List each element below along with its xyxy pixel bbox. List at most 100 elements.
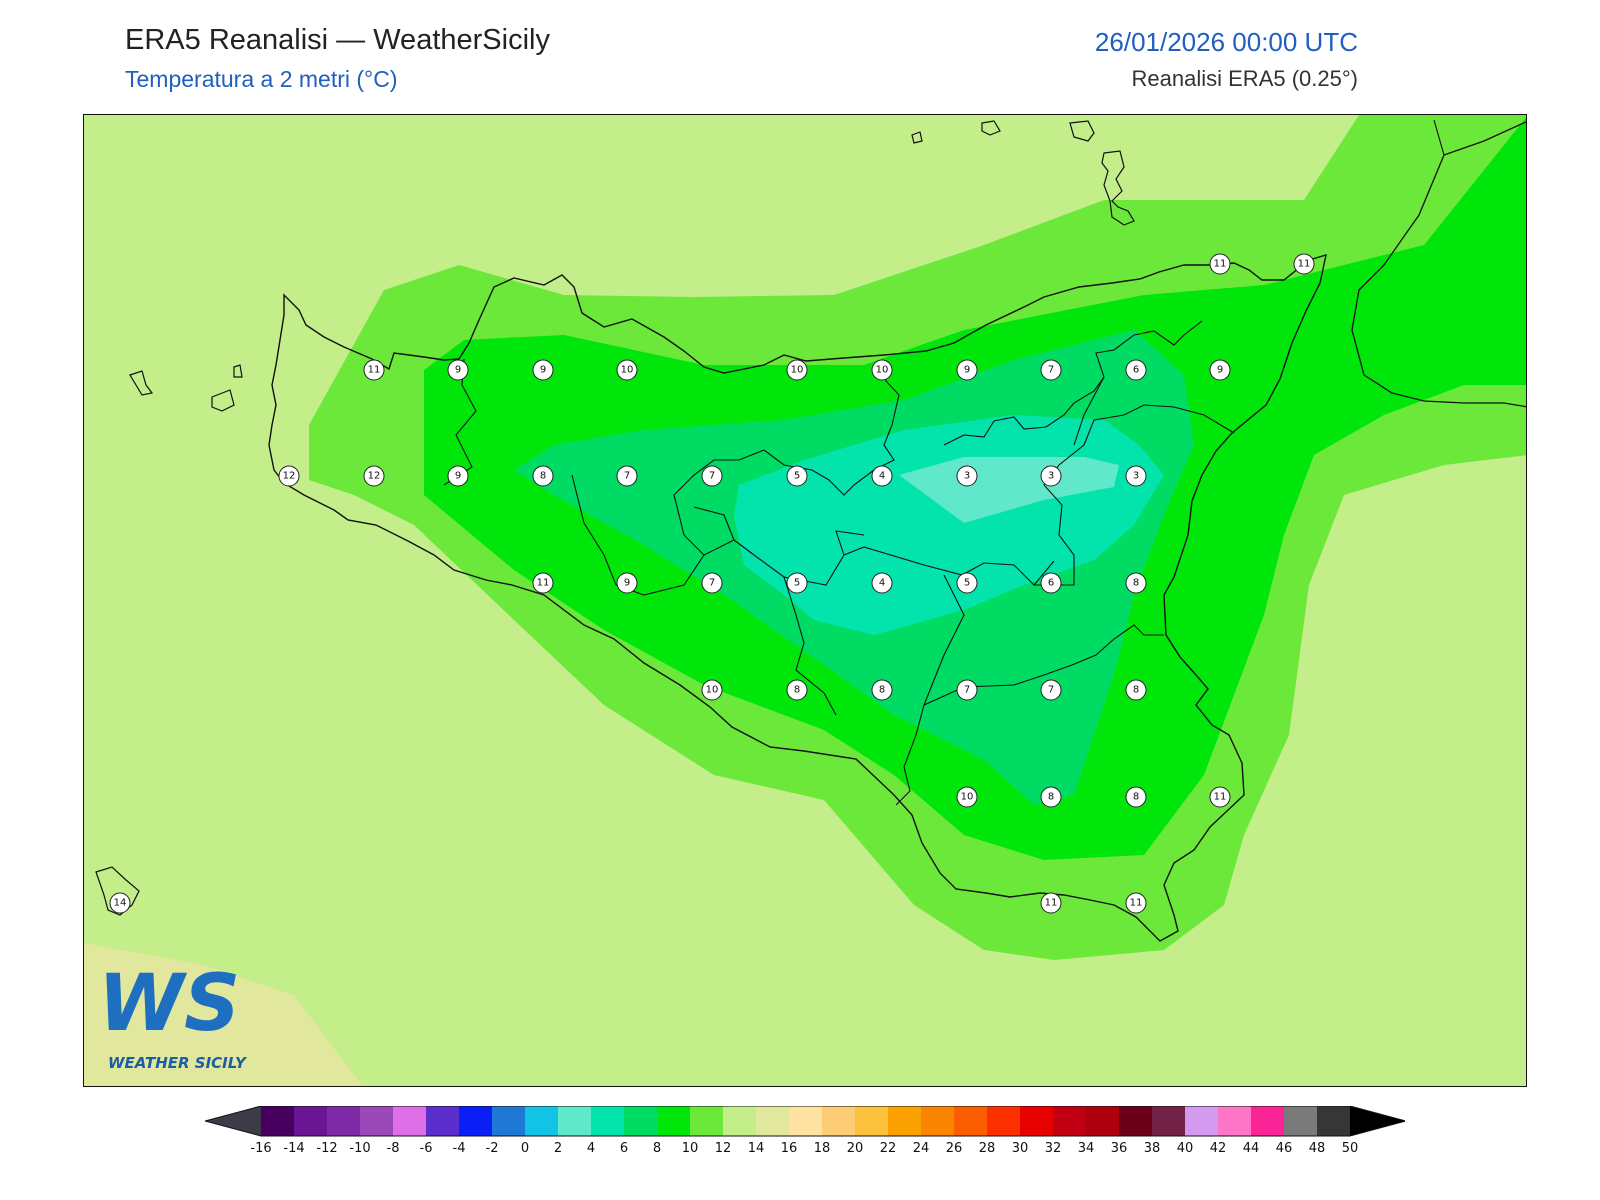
colorbar-tick-label: 26 bbox=[946, 1141, 963, 1156]
station-value-label: 9 bbox=[540, 365, 546, 376]
colorbar-tick-label: 14 bbox=[748, 1141, 765, 1156]
station-marker-circle bbox=[871, 572, 893, 594]
station-marker-circle bbox=[956, 679, 978, 701]
colorbar-swatch bbox=[888, 1106, 921, 1136]
band-14-16 bbox=[84, 943, 363, 1086]
station-value-marker: 9 bbox=[1209, 359, 1231, 381]
colorbar-tick-label: 4 bbox=[587, 1141, 595, 1156]
station-marker-circle bbox=[871, 679, 893, 701]
calabria-border bbox=[1433, 119, 1445, 156]
colorbar-swatch bbox=[1020, 1106, 1053, 1136]
station-marker-circle bbox=[701, 679, 723, 701]
station-marker-circle bbox=[278, 465, 300, 487]
station-marker-circle bbox=[616, 572, 638, 594]
station-value-label: 8 bbox=[794, 685, 800, 696]
colorbar-tick-label: 8 bbox=[653, 1141, 661, 1156]
logo-text: WEATHER SICILY bbox=[108, 1054, 248, 1072]
station-value-marker: 10 bbox=[956, 786, 978, 808]
colorbar-swatch bbox=[1185, 1106, 1218, 1136]
station-value-marker: 7 bbox=[1040, 679, 1062, 701]
station-marker-circle bbox=[1125, 359, 1147, 381]
station-value-marker: 9 bbox=[447, 465, 469, 487]
island-favignana bbox=[211, 364, 243, 412]
colorbar-tick-label: 48 bbox=[1309, 1141, 1326, 1156]
station-value-marker: 3 bbox=[956, 465, 978, 487]
station-value-marker: 7 bbox=[616, 465, 638, 487]
colorbar-tick-label: 36 bbox=[1111, 1141, 1128, 1156]
station-marker-circle bbox=[956, 359, 978, 381]
sicily-coastline bbox=[268, 253, 1327, 942]
station-value-marker: 11 bbox=[532, 572, 554, 594]
station-marker-circle bbox=[1040, 786, 1062, 808]
colorbar-tick-label: 40 bbox=[1177, 1141, 1194, 1156]
station-value-label: 3 bbox=[964, 471, 970, 482]
station-value-label: 4 bbox=[879, 471, 885, 482]
station-value-marker: 12 bbox=[363, 465, 385, 487]
colorbar-swatch bbox=[1284, 1106, 1317, 1136]
colorbar-swatch bbox=[1053, 1106, 1086, 1136]
colorbar-swatch bbox=[822, 1106, 855, 1136]
station-value-label: 6 bbox=[1048, 578, 1054, 589]
station-value-label: 9 bbox=[964, 365, 970, 376]
station-value-label: 6 bbox=[1133, 365, 1139, 376]
colorbar-tick-label: 46 bbox=[1276, 1141, 1293, 1156]
station-value-marker: 11 bbox=[1293, 253, 1315, 275]
station-value-marker: 4 bbox=[871, 572, 893, 594]
colorbar-canvas: -16 -14 -12 -10 -8 -6 -4 -2 0 2 4 6 8 10 12 14 16 18 20 22 2… bbox=[203, 1105, 1408, 1156]
station-value-label: 10 bbox=[791, 365, 804, 376]
station-marker-circle bbox=[1209, 359, 1231, 381]
station-marker-circle bbox=[701, 465, 723, 487]
station-value-marker: 8 bbox=[1125, 786, 1147, 808]
station-marker-circle bbox=[956, 786, 978, 808]
station-value-label: 5 bbox=[794, 578, 800, 589]
station-marker-circle bbox=[1125, 679, 1147, 701]
station-value-label: 11 bbox=[1214, 792, 1227, 803]
station-value-label: 8 bbox=[540, 471, 546, 482]
station-marker-circle bbox=[1125, 465, 1147, 487]
colorbar-swatch bbox=[921, 1106, 954, 1136]
station-value-label: 14 bbox=[114, 898, 127, 909]
temperature-map: 11 9 9 10 10 10 9 7 6 9 12 12 9 8 7 7 5 4 3 3 3 11 9 7 5 4 5 6 8 10 8 8… bbox=[83, 114, 1527, 1087]
station-value-label: 11 bbox=[1045, 898, 1058, 909]
colorbar-swatch bbox=[756, 1106, 789, 1136]
station-value-marker: 6 bbox=[1040, 572, 1062, 594]
colorbar-tick-label: 38 bbox=[1144, 1141, 1161, 1156]
valid-datetime: 26/01/2026 00:00 UTC bbox=[1094, 27, 1358, 57]
station-value-label: 10 bbox=[621, 365, 634, 376]
station-value-marker: 7 bbox=[956, 679, 978, 701]
station-value-marker: 8 bbox=[532, 465, 554, 487]
colorbar-tick-label: 28 bbox=[979, 1141, 996, 1156]
station-value-marker: 9 bbox=[532, 359, 554, 381]
station-value-marker: 10 bbox=[701, 679, 723, 701]
colorbar-swatch bbox=[723, 1106, 756, 1136]
colorbar-tick-label: 10 bbox=[682, 1141, 699, 1156]
colorbar-tick-label: 32 bbox=[1045, 1141, 1062, 1156]
station-marker-circle bbox=[1125, 572, 1147, 594]
island-filicudi bbox=[981, 120, 1001, 136]
station-value-label: 7 bbox=[1048, 685, 1054, 696]
colorbar-tick-label: 12 bbox=[715, 1141, 732, 1156]
station-value-label: 8 bbox=[1133, 578, 1139, 589]
station-value-marker: 8 bbox=[871, 679, 893, 701]
colorbar-tick-label: 20 bbox=[847, 1141, 864, 1156]
station-value-label: 12 bbox=[368, 471, 381, 482]
station-value-label: 9 bbox=[455, 471, 461, 482]
station-marker-circle bbox=[1293, 253, 1315, 275]
station-value-label: 11 bbox=[1130, 898, 1143, 909]
station-value-label: 8 bbox=[1133, 792, 1139, 803]
station-value-label: 11 bbox=[1298, 259, 1311, 270]
colorbar-tick-label: -6 bbox=[420, 1141, 433, 1156]
colorbar-tick-label: 18 bbox=[814, 1141, 831, 1156]
station-value-label: 9 bbox=[624, 578, 630, 589]
station-value-label: 10 bbox=[876, 365, 889, 376]
colorbar-swatch bbox=[789, 1106, 822, 1136]
map-canvas: 11 9 9 10 10 10 9 7 6 9 12 12 9 8 7 7 5 4 3 3 3 11 9 7 5 4 5 6 8 10 8 8… bbox=[84, 115, 1526, 1086]
colorbar-tick-label: -10 bbox=[349, 1141, 370, 1156]
station-value-marker: 9 bbox=[616, 572, 638, 594]
station-marker-circle bbox=[1040, 465, 1062, 487]
station-value-marker: 10 bbox=[871, 359, 893, 381]
station-value-marker: 14 bbox=[109, 892, 131, 914]
station-value-marker: 9 bbox=[956, 359, 978, 381]
colorbar-tick-label: 6 bbox=[620, 1141, 628, 1156]
weathersicily-logo: WS WEATHER SICILY bbox=[98, 959, 248, 1072]
